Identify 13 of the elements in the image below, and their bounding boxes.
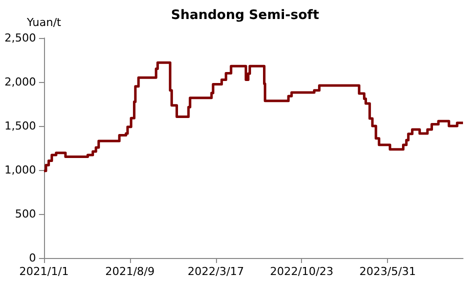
y-tick-label: 500 bbox=[15, 208, 36, 220]
y-tick-label: 2,500 bbox=[4, 32, 36, 44]
x-tick-label: 2023/5/31 bbox=[359, 265, 416, 278]
x-tick-label: 2022/10/23 bbox=[270, 265, 334, 278]
x-tick-label: 2021/8/9 bbox=[105, 265, 155, 278]
y-tick-label: 0 bbox=[29, 252, 36, 264]
y-tick-label: 2,000 bbox=[4, 76, 36, 88]
chart-title: Shandong Semi-soft bbox=[170, 8, 320, 23]
x-tick-label: 2022/3/17 bbox=[188, 265, 244, 278]
x-tick-label: 2021/1/1 bbox=[19, 265, 69, 278]
y-tick-label: 1,000 bbox=[4, 164, 36, 176]
y-axis-title: Yuan/t bbox=[26, 16, 62, 29]
y-tick-label: 1,500 bbox=[4, 120, 36, 132]
